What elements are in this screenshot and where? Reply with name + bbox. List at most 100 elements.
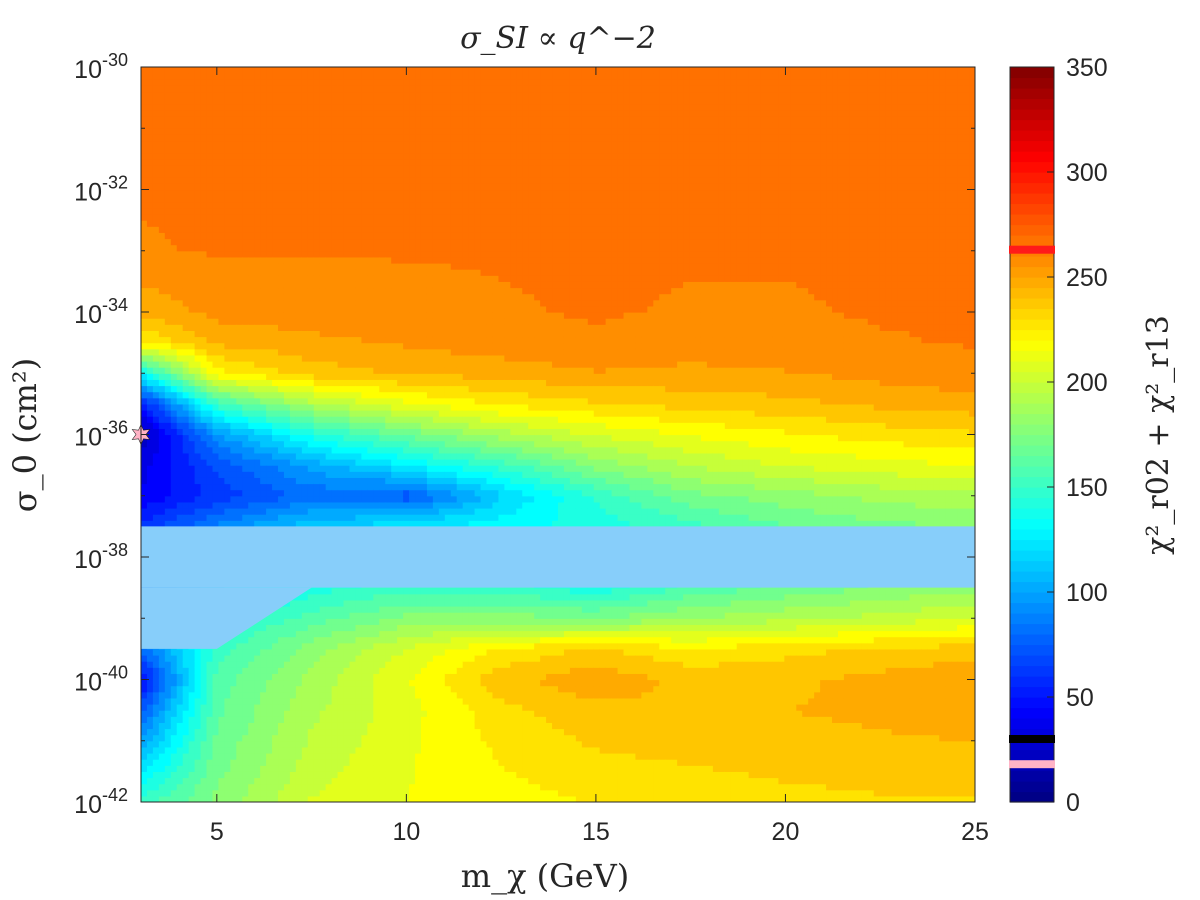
heatmap-cell [325, 263, 333, 270]
heatmap-cell [337, 97, 345, 105]
heatmap-cell [278, 287, 285, 295]
heatmap-cell [254, 281, 261, 289]
heatmap-cell [295, 373, 303, 380]
heatmap-cell [248, 391, 255, 399]
heatmap-cell [164, 293, 172, 301]
heatmap-cell [206, 771, 214, 779]
heatmap-cell [325, 446, 333, 454]
heatmap-cell [301, 783, 309, 791]
heatmap-cell [141, 128, 148, 135]
heatmap-cell [266, 195, 273, 203]
heatmap-cell [200, 765, 208, 772]
heatmap-cell [325, 471, 333, 478]
heatmap-cell [361, 250, 368, 258]
heatmap-cell [307, 116, 315, 123]
heatmap-cell [325, 716, 333, 723]
heatmap-cell [182, 373, 190, 380]
heatmap-cell [200, 214, 208, 221]
heatmap-cell [349, 379, 357, 387]
heatmap-cell [379, 312, 386, 319]
heatmap-cell [200, 318, 208, 325]
heatmap-cell [182, 789, 190, 797]
heatmap-cell [355, 655, 363, 662]
heatmap-cell [283, 226, 291, 233]
heatmap-cell [313, 673, 321, 681]
heatmap-cell [289, 410, 297, 417]
heatmap-cell [319, 195, 327, 203]
heatmap-cell [349, 440, 357, 448]
heatmap-cell [283, 85, 291, 93]
heatmap-cell [343, 324, 351, 331]
heatmap-cell [355, 244, 363, 252]
heatmap-cell [373, 201, 380, 209]
heatmap-cell [349, 275, 357, 282]
heatmap-cell [295, 428, 303, 436]
heatmap-cell [194, 452, 202, 460]
heatmap-cell [373, 795, 380, 802]
heatmap-cell [373, 373, 380, 380]
heatmap-cell [206, 691, 214, 699]
heatmap-cell [170, 710, 178, 717]
heatmap-cell [278, 207, 285, 215]
heatmap-cell [141, 342, 148, 350]
heatmap-cell [373, 508, 380, 515]
heatmap-cell [164, 520, 172, 527]
heatmap-cell [176, 318, 184, 325]
heatmap-cell [176, 109, 184, 117]
heatmap-cell [289, 330, 297, 338]
heatmap-cell [194, 269, 202, 276]
heatmap-cell [313, 624, 321, 632]
heatmap-cell [182, 226, 190, 233]
heatmap-cell [278, 379, 285, 387]
heatmap-cell [230, 361, 237, 368]
heatmap-cell [343, 403, 351, 411]
heatmap-cell [188, 256, 196, 264]
heatmap-cell [313, 189, 321, 197]
heatmap-cell [158, 226, 166, 233]
heatmap-cell [373, 165, 380, 172]
heatmap-cell [170, 177, 178, 184]
heatmap-cell [278, 655, 285, 662]
heatmap-cell [254, 685, 261, 693]
heatmap-cell [194, 134, 202, 142]
heatmap-cell [218, 765, 225, 772]
heatmap-cell [307, 612, 315, 619]
heatmap-cell [278, 158, 285, 166]
heatmap-cell [224, 520, 231, 527]
heatmap-cell [188, 410, 196, 417]
heatmap-cell [301, 661, 309, 668]
heatmap-cell [158, 134, 166, 142]
heatmap-cell [373, 397, 380, 405]
heatmap-cell [212, 226, 220, 233]
heatmap-cell [194, 305, 202, 313]
heatmap-cell [301, 446, 309, 454]
heatmap-cell [337, 269, 345, 276]
heatmap-cell [272, 710, 279, 717]
heatmap-cell [176, 305, 184, 313]
heatmap-cell [218, 275, 225, 282]
heatmap-cell [361, 710, 368, 717]
heatmap-cell [230, 207, 237, 215]
heatmap-cell [307, 103, 315, 111]
heatmap-cell [206, 134, 214, 142]
heatmap-cell [301, 189, 309, 197]
heatmap-cell [373, 593, 380, 601]
heatmap-cell [248, 667, 255, 674]
heatmap-cell [272, 612, 279, 619]
heatmap-cell [212, 171, 220, 178]
heatmap-cell [355, 691, 363, 699]
heatmap-cell [319, 648, 327, 656]
heatmap-cell [164, 673, 172, 681]
heatmap-cell [170, 165, 178, 172]
heatmap-cell [337, 348, 345, 356]
heatmap-cell [164, 728, 172, 736]
heatmap-cell [337, 146, 345, 154]
heatmap-cell [242, 79, 249, 86]
heatmap-cell [295, 648, 303, 656]
heatmap-cell [206, 673, 214, 681]
heatmap-cell [182, 269, 190, 276]
heatmap-cell [254, 716, 261, 723]
heatmap-cell [260, 697, 267, 705]
heatmap-cell [218, 691, 225, 699]
heatmap-cell [367, 79, 374, 86]
